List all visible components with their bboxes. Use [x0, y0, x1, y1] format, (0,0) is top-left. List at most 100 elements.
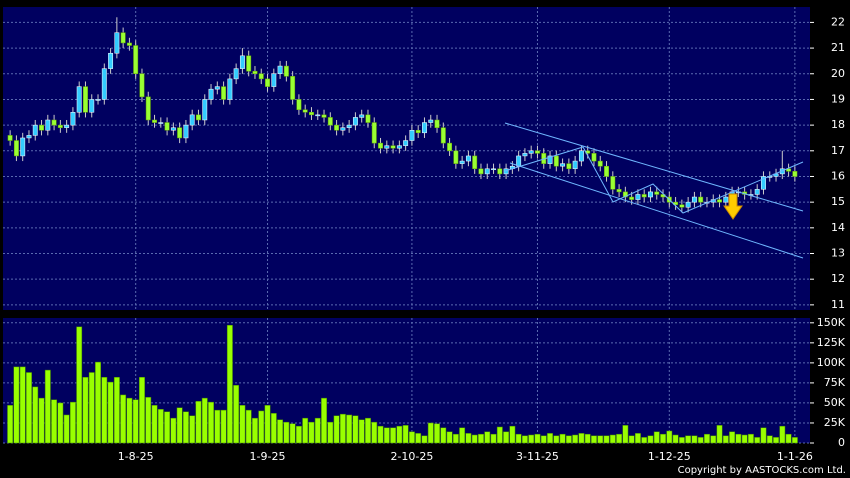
volume-bar	[157, 409, 164, 444]
volume-bar	[572, 434, 579, 444]
volume-bar	[189, 415, 196, 444]
volume-bar	[452, 433, 459, 444]
volume-bar	[791, 437, 798, 444]
volume-bar	[270, 413, 277, 444]
volume-bar	[239, 405, 246, 444]
candle-body	[591, 153, 597, 162]
y-tick-label: 20	[831, 67, 845, 80]
candle-body	[45, 119, 51, 131]
candle-body	[95, 99, 101, 101]
candle-body	[528, 150, 534, 154]
volume-bar	[628, 435, 635, 444]
candle-body	[64, 124, 70, 128]
candle-body	[434, 119, 440, 128]
y-tick-label: 17	[831, 144, 845, 157]
volume-bar	[691, 435, 698, 444]
volume-bar	[339, 413, 346, 444]
volume-bar	[515, 433, 522, 444]
candle-body	[239, 55, 245, 69]
candle-body	[7, 135, 13, 141]
candle-body	[352, 117, 358, 126]
y-tick-label: 21	[831, 41, 845, 54]
candle-body	[290, 76, 296, 100]
y-tick-label: 150K	[817, 316, 846, 329]
candle-body	[32, 124, 38, 136]
volume-bar	[622, 425, 629, 444]
volume-bar	[289, 423, 296, 444]
volume-bar	[346, 414, 353, 444]
volume-bar	[371, 421, 378, 444]
volume-bar	[578, 433, 585, 444]
volume-bar	[415, 433, 422, 444]
candle-body	[396, 145, 402, 149]
y-tick-label: 18	[831, 118, 845, 131]
volume-bar	[252, 417, 258, 444]
candle-body	[20, 137, 26, 157]
candle-body	[170, 127, 176, 131]
volume-bar	[641, 437, 648, 444]
volume-bar	[741, 434, 748, 444]
candle-body	[679, 204, 685, 208]
candle-body	[478, 168, 484, 175]
volume-bar	[302, 417, 309, 444]
candle-body	[89, 99, 95, 113]
volume-bar	[113, 377, 120, 444]
candle-body	[208, 88, 214, 100]
candle-body	[189, 114, 195, 126]
volume-bar	[139, 377, 145, 444]
volume-bar	[295, 425, 302, 444]
volume-bar	[597, 435, 604, 444]
volume-bar	[258, 410, 265, 444]
candle-body	[214, 86, 220, 90]
volume-bar	[76, 326, 83, 444]
candle-body	[440, 127, 446, 144]
volume-bar	[647, 435, 654, 444]
volume-bar	[314, 417, 321, 444]
volume-bar	[57, 402, 64, 444]
candle-body	[717, 199, 722, 203]
candle-body	[39, 124, 44, 131]
candle-body	[258, 73, 264, 80]
price-panel	[3, 7, 810, 310]
candle-body	[321, 114, 327, 118]
candle-body	[227, 78, 233, 100]
candle-body	[83, 86, 88, 113]
volume-bar	[534, 433, 541, 444]
candle-body	[629, 196, 635, 200]
volume-bar	[716, 425, 723, 444]
candle-body	[698, 196, 704, 203]
volume-bar	[283, 421, 290, 444]
candle-body	[164, 122, 170, 131]
copyright: Copyright by AASTOCKS.com Ltd.	[678, 465, 846, 476]
candle-body	[754, 189, 760, 195]
volume-bar	[685, 435, 692, 444]
volume-bar	[440, 427, 447, 444]
candle-body	[578, 150, 584, 162]
candle-body	[786, 168, 792, 172]
x-tick-label: 1-8-25	[118, 450, 154, 463]
candle-body	[597, 160, 603, 167]
candle-body	[233, 68, 239, 80]
candle-body	[70, 112, 76, 126]
y-tick-label: 75K	[824, 376, 846, 389]
candle-body	[453, 150, 459, 164]
y-tick-label: 19	[831, 92, 845, 105]
volume-bar	[13, 366, 20, 444]
volume-bar	[63, 414, 70, 444]
trend-lines	[504, 122, 804, 259]
volume-bar	[402, 425, 409, 444]
candle-body	[622, 191, 628, 198]
candle-body	[183, 124, 189, 139]
x-tick-label: 3-11-25	[516, 450, 559, 463]
volume-bar	[747, 433, 754, 444]
candle-body	[346, 124, 352, 128]
volume-bar	[503, 431, 510, 444]
y-tick-label: 16	[831, 169, 845, 182]
volume-bar	[471, 434, 478, 444]
candle-body	[51, 119, 57, 126]
candle-body	[428, 119, 434, 123]
volume-bar	[773, 437, 779, 444]
candle-body	[13, 140, 19, 157]
candle-body	[616, 189, 622, 193]
